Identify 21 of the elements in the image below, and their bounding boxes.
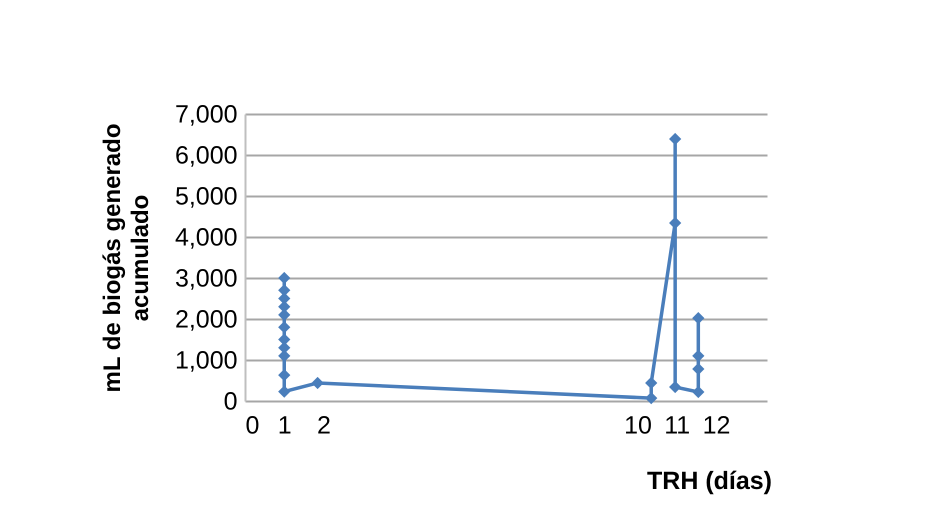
point: [645, 392, 658, 404]
y-axis-title: mL de biogás generado acumulado: [98, 124, 154, 392]
y-tick-label: 3,000: [174, 264, 238, 292]
y-tick-label: 7,000: [174, 100, 238, 128]
y-tick-label: 6,000: [174, 142, 238, 170]
x-tick-label: 0: [246, 412, 260, 440]
x-tick-label: 11: [664, 412, 690, 440]
point: [669, 132, 682, 146]
x-axis-title: TRH (días): [647, 467, 772, 495]
y-tick-label: 1,000: [174, 346, 238, 374]
x-tick-label: 2: [317, 412, 331, 440]
y-tick-label: 5,000: [174, 182, 238, 210]
x-tick-label: 10: [624, 412, 652, 440]
x-tick-label: 1: [278, 412, 292, 440]
x-tick-label: 12: [702, 412, 730, 440]
point: [311, 376, 324, 390]
y-tick-label: 2,000: [174, 306, 238, 334]
y-tick-label: 0: [224, 388, 238, 416]
y-tick-label: 4,000: [174, 224, 238, 252]
point: [669, 216, 682, 230]
point: [692, 312, 704, 324]
